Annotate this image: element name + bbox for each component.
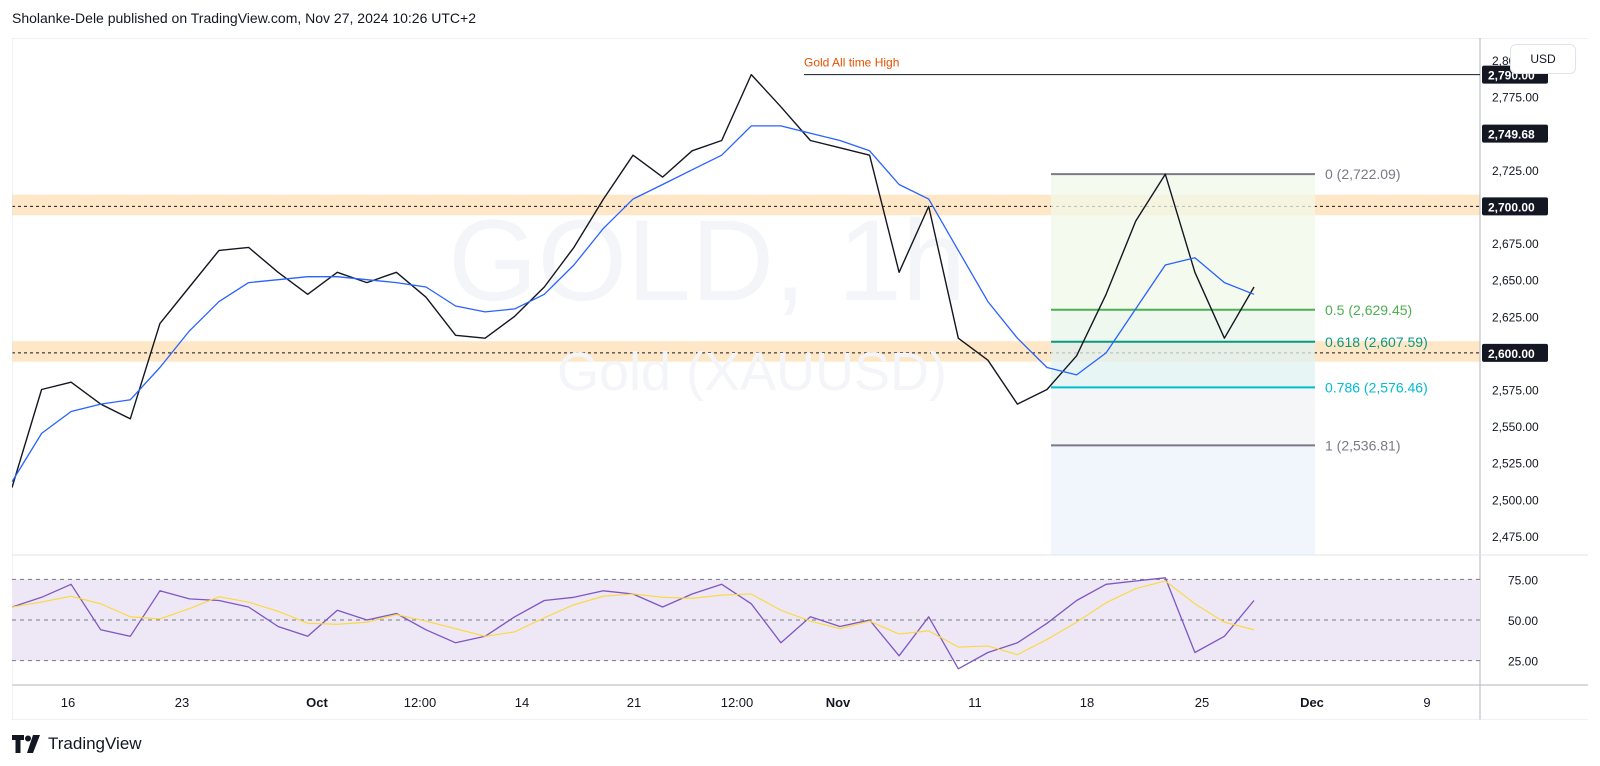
price-tick-10: 2,725.00	[1492, 164, 1539, 178]
price-label-box-3	[1482, 343, 1548, 362]
fib-boxes-layer	[1051, 174, 1315, 555]
fib-zone-extension	[1051, 445, 1315, 555]
fib-level-label-2: 0.618 (2,607.59)	[1325, 334, 1428, 350]
time-label-11: Dec	[1300, 695, 1324, 710]
ath-annotation: Gold All time High	[804, 56, 899, 70]
fib-level-label-4: 1 (2,536.81)	[1325, 437, 1401, 453]
rsi-tick-1: 50.00	[1508, 614, 1538, 628]
time-label-6: 12:00	[721, 695, 754, 710]
fib-level-label-3: 0.786 (2,576.46)	[1325, 379, 1428, 395]
fibonacci-layer: 0 (2,722.09) 0.5 (2,629.45) 0.618 (2,607.5…	[1051, 166, 1428, 453]
price-tick-7: 2,650.00	[1492, 274, 1539, 288]
fib-level-label-0: 0 (2,722.09)	[1325, 166, 1401, 182]
currency-button[interactable]: USD	[1510, 44, 1576, 74]
time-label-4: 14	[515, 695, 529, 710]
price-tick-2: 2,525.00	[1492, 457, 1539, 471]
time-label-10: 25	[1195, 695, 1209, 710]
rsi-layer	[11, 577, 1480, 670]
price-tick-8: 2,675.00	[1492, 237, 1539, 251]
axes-layer: 2,475.00 2,500.00 2,525.00 2,550.00 2,575.00…	[61, 54, 1548, 710]
price-label-box-2	[1482, 197, 1548, 216]
price-tick-0: 2,475.00	[1492, 530, 1539, 544]
chart-frame[interactable]: GOLD, 1h Gold (XAUUSD) Gold All time Hig…	[11, 37, 1588, 721]
watermark-layer: GOLD, 1h Gold (XAUUSD)	[448, 197, 966, 402]
ath-layer: Gold All time High	[804, 56, 1480, 76]
fib-zone-0	[1051, 174, 1315, 310]
fib-level-label-1: 0.5 (2,629.45)	[1325, 302, 1412, 318]
price-label-box-1	[1482, 124, 1548, 143]
time-label-2: Oct	[306, 695, 328, 710]
rsi-tick-0: 25.00	[1508, 655, 1538, 669]
price-line	[11, 73, 1255, 488]
tradingview-logo-icon	[12, 735, 40, 753]
time-label-5: 21	[627, 695, 641, 710]
rsi-ma-line	[11, 580, 1255, 656]
footer: TradingView	[12, 734, 142, 754]
price-tick-4: 2,575.00	[1492, 384, 1539, 398]
time-label-8: 11	[968, 695, 982, 710]
time-label-9: 18	[1080, 695, 1094, 710]
watermark-name: Gold (XAUUSD)	[557, 342, 947, 402]
fib-zone-2	[1051, 341, 1315, 388]
watermark-symbol: GOLD, 1h	[448, 197, 966, 325]
time-label-12: 9	[1423, 695, 1430, 710]
time-label-3: 12:00	[404, 695, 437, 710]
price-tick-3: 2,550.00	[1492, 420, 1539, 434]
footer-brand: TradingView	[48, 734, 142, 753]
time-label-7: Nov	[826, 695, 851, 710]
time-label-1: 23	[175, 695, 189, 710]
price-tick-6: 2,625.00	[1492, 310, 1539, 324]
gold-chart[interactable]: GOLD, 1h Gold (XAUUSD) Gold All time Hig…	[11, 37, 1588, 721]
price-label-3: 2,600.00	[1488, 347, 1535, 361]
rsi-band	[12, 579, 1480, 661]
moving-average-line	[11, 125, 1255, 483]
price-label-2: 2,700.00	[1488, 200, 1535, 214]
fib-zone-1	[1051, 309, 1315, 342]
publisher-info: Sholanke-Dele published on TradingView.c…	[12, 10, 476, 26]
price-label-1: 2,749.68	[1488, 128, 1535, 142]
time-label-0: 16	[61, 695, 75, 710]
price-tick-1: 2,500.00	[1492, 493, 1539, 507]
price-layer	[11, 73, 1255, 488]
price-tick-12: 2,775.00	[1492, 91, 1539, 105]
fib-zone-3	[1051, 387, 1315, 446]
rsi-tick-2: 75.00	[1508, 573, 1538, 587]
